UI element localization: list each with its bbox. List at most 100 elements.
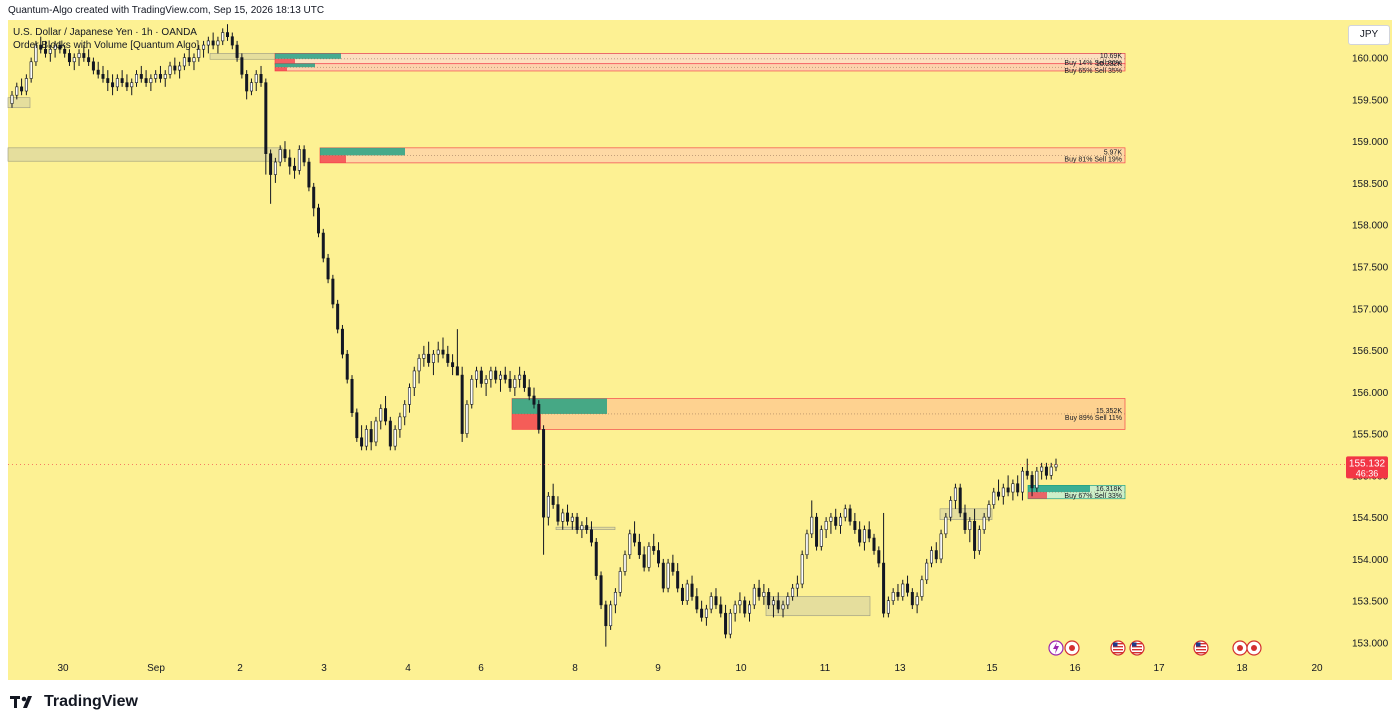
order-block-volume: 16.318K: [1096, 486, 1122, 493]
candle: [355, 408, 359, 442]
candle: [652, 533, 656, 555]
us-flag-event-icon[interactable]: [1110, 640, 1126, 656]
candle: [666, 558, 670, 593]
candle: [901, 579, 905, 601]
bear-candle-body: [226, 32, 230, 38]
candle: [714, 588, 718, 610]
candle: [53, 40, 57, 58]
candle: [489, 366, 493, 388]
candle: [589, 521, 593, 547]
bear-candle-body: [158, 74, 162, 79]
candle: [455, 329, 459, 376]
lightning-event-icon[interactable]: [1048, 640, 1064, 656]
candle: [173, 57, 177, 75]
candle: [139, 65, 143, 83]
candle: [968, 517, 972, 543]
bull-candle-body: [781, 604, 785, 610]
bull-candle-body: [618, 571, 622, 593]
candle: [929, 546, 933, 568]
bear-candle-body: [1016, 483, 1020, 493]
bull-candle-body: [398, 416, 402, 430]
candle: [484, 375, 488, 396]
bull-candle-body: [570, 516, 574, 522]
buy-volume-bar: [512, 398, 607, 414]
bear-candle-body: [336, 303, 340, 330]
bull-candle-body: [733, 604, 737, 614]
bear-candle-body: [661, 562, 665, 589]
candle: [934, 542, 938, 564]
bull-candle-body: [915, 596, 919, 606]
bull-candle-body: [1054, 464, 1058, 468]
bull-candle-body: [728, 612, 732, 635]
time-axis: 30 Sep 2 3 4 6 8 9 10 11 13 15 16 17 18 20: [57, 663, 1323, 674]
bear-candle-body: [508, 378, 512, 388]
bear-candle-body: [101, 74, 105, 79]
candle: [824, 517, 828, 539]
candle: [135, 70, 139, 87]
indicator-legend[interactable]: Order Blocks with Volume [Quantum Algo]: [13, 40, 200, 51]
candle: [570, 512, 574, 530]
x-tick-label: 20: [1311, 663, 1323, 674]
chart-pane[interactable]: [8, 20, 1392, 680]
candle: [1035, 467, 1039, 493]
candle: [321, 228, 325, 263]
bear-candle-body: [551, 495, 555, 505]
candle: [542, 425, 546, 555]
order-block-ratio: Buy 89% Sell 11%: [1065, 415, 1122, 422]
bear-candle-body: [111, 82, 115, 88]
candle: [671, 554, 675, 576]
bull-candle-body: [987, 504, 991, 518]
candle: [431, 350, 435, 376]
candle: [158, 65, 162, 83]
jp-flag-event-icon[interactable]: [1064, 640, 1080, 656]
bull-candle-body: [968, 521, 972, 530]
candle: [872, 533, 876, 555]
symbol-legend[interactable]: U.S. Dollar / Japanese Yen · 1h · OANDA: [13, 27, 197, 38]
candle: [240, 53, 244, 79]
candle: [479, 366, 483, 388]
buy-volume-bar: [1028, 485, 1090, 493]
candle: [891, 588, 895, 605]
candle: [853, 512, 857, 534]
candle: [230, 32, 234, 50]
bull-candle-body: [216, 40, 220, 46]
bear-candle-body: [340, 328, 344, 355]
bear-candle-body: [460, 374, 464, 434]
bear-candle-body: [867, 529, 871, 539]
candle: [987, 500, 991, 522]
jp-flag-event-icon[interactable]: [1232, 640, 1248, 656]
bear-candle-body: [302, 149, 306, 163]
bull-candle-body: [920, 579, 924, 597]
bear-candle-body: [676, 571, 680, 589]
us-flag-event-icon[interactable]: [1193, 640, 1209, 656]
candle: [39, 36, 43, 54]
bull-candle-body: [407, 387, 411, 405]
bull-candle-body: [436, 349, 440, 355]
candle: [733, 600, 737, 622]
candle: [288, 149, 292, 175]
order-block-volume: 5.97K: [1104, 149, 1123, 156]
candle: [944, 512, 948, 539]
candle: [269, 149, 273, 204]
tradingview-icon: [10, 696, 32, 708]
candle: [709, 592, 713, 614]
y-tick-label: 156.000: [1352, 388, 1389, 399]
bear-candle-body: [1006, 487, 1010, 493]
x-tick-label: 11: [820, 663, 831, 674]
bull-candle-body: [149, 78, 153, 83]
x-tick-label: 4: [405, 663, 411, 674]
candle: [1049, 462, 1053, 480]
candle: [326, 253, 330, 284]
candle: [245, 70, 249, 100]
candle: [522, 370, 526, 392]
jp-flag-event-icon[interactable]: [1246, 640, 1262, 656]
candle: [130, 78, 134, 96]
candle: [336, 299, 340, 334]
bull-candle-body: [393, 429, 397, 447]
order-block-ratio: Buy 65% Sell 35%: [1064, 68, 1122, 75]
us-flag-event-icon[interactable]: [1129, 640, 1145, 656]
currency-button[interactable]: JPY: [1348, 25, 1390, 45]
candle: [460, 366, 464, 442]
bear-candle-body: [264, 82, 268, 154]
candle: [1006, 475, 1010, 497]
